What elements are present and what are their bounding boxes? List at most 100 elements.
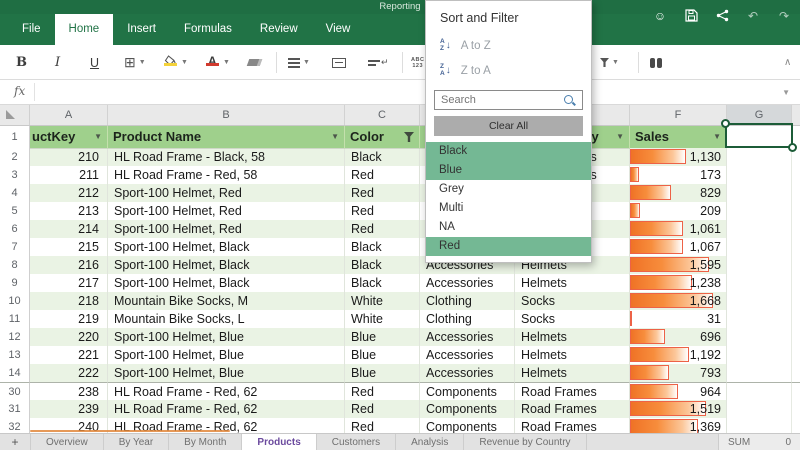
cell-empty[interactable]	[727, 256, 792, 275]
cell-empty[interactable]	[727, 400, 792, 419]
cell-product-name[interactable]: Sport-100 Helmet, Blue	[108, 346, 345, 365]
cell-category[interactable]: Accessories	[420, 328, 515, 347]
feedback-smiley-icon[interactable]: ☺	[653, 8, 667, 23]
cell-productkey[interactable]: 238	[30, 382, 108, 402]
cell-color[interactable]: White	[345, 310, 420, 329]
cell-product-name[interactable]: HL Road Frame - Red, 62	[108, 400, 345, 419]
sheet-tab[interactable]: Overview	[31, 434, 104, 450]
table-header-cell[interactable]: uctKey ▼	[30, 126, 108, 149]
row-number[interactable]: 14	[0, 364, 30, 383]
ribbon-tab[interactable]: View	[325, 23, 351, 35]
cell-sales[interactable]: 1,061	[630, 220, 727, 239]
cell-category[interactable]: Components	[420, 382, 515, 402]
cell-color[interactable]: Red	[345, 202, 420, 221]
row-number[interactable]: 8	[0, 256, 30, 275]
header-dropdown-icon[interactable]: ▼	[94, 132, 102, 141]
cell-empty[interactable]	[727, 202, 792, 221]
filter-value-item[interactable]: NA	[439, 221, 455, 233]
cell-sales[interactable]: 964	[630, 382, 727, 402]
header-dropdown-icon[interactable]: ▼	[616, 132, 624, 141]
save-icon[interactable]	[683, 8, 699, 24]
cell-sales[interactable]: 1,130	[630, 148, 727, 167]
bold-button[interactable]: B	[16, 55, 27, 70]
row-number[interactable]: 6	[0, 220, 30, 239]
sheet-tab[interactable]: Revenue by Country	[464, 434, 587, 450]
cell-subcategory[interactable]: Helmets	[515, 346, 630, 365]
sort-filter-button[interactable]: ▼	[600, 45, 619, 80]
merge-cells-button[interactable]	[332, 45, 346, 80]
cell-product-name[interactable]: Sport-100 Helmet, Red	[108, 202, 345, 221]
underline-button[interactable]: U	[90, 55, 100, 70]
cell-color[interactable]: White	[345, 292, 420, 311]
cell-color[interactable]: Blue	[345, 346, 420, 365]
cell-product-name[interactable]: HL Road Frame - Red, 58	[108, 166, 345, 185]
font-color-button[interactable]: A ▼	[206, 45, 230, 80]
cell-category[interactable]: Components	[420, 400, 515, 419]
sheet-tab[interactable]: Products	[242, 434, 317, 450]
cell-color[interactable]: Red	[345, 166, 420, 185]
share-icon[interactable]	[714, 8, 730, 24]
cell-product-name[interactable]: Mountain Bike Socks, L	[108, 310, 345, 329]
cell-productkey[interactable]: 214	[30, 220, 108, 239]
cell-empty[interactable]	[727, 166, 792, 185]
cell-color[interactable]: Blue	[345, 364, 420, 383]
cell-sales[interactable]: 1,238	[630, 274, 727, 293]
cell-subcategory[interactable]: Helmets	[515, 364, 630, 383]
row-number[interactable]: 9	[0, 274, 30, 293]
cell-product-name[interactable]: Sport-100 Helmet, Blue	[108, 328, 345, 347]
fill-color-button[interactable]: ▼	[164, 45, 188, 80]
find-button[interactable]	[650, 45, 662, 80]
filter-value-item[interactable]: Multi	[439, 202, 464, 214]
selected-cell-G1[interactable]	[721, 119, 797, 152]
cell-subcategory[interactable]: Road Frames	[515, 400, 630, 419]
search-input[interactable]	[435, 93, 563, 107]
column-letter[interactable]: F	[630, 105, 727, 125]
cell-productkey[interactable]: 217	[30, 274, 108, 293]
cell-productkey[interactable]: 215	[30, 238, 108, 257]
cell-product-name[interactable]: Mountain Bike Socks, M	[108, 292, 345, 311]
cell-sales[interactable]: 1,595	[630, 256, 727, 275]
number-format-button[interactable]: ABC 123	[411, 56, 425, 69]
cell-sales[interactable]: 793	[630, 364, 727, 383]
row-number[interactable]: 1	[0, 126, 30, 149]
cell-productkey[interactable]: 210	[30, 148, 108, 167]
add-sheet-button[interactable]: +	[0, 434, 31, 450]
column-letter[interactable]: G	[727, 105, 792, 125]
formula-bar-expand-icon[interactable]: ▼	[782, 88, 790, 97]
cell-productkey[interactable]: 216	[30, 256, 108, 275]
cell-empty[interactable]	[727, 220, 792, 239]
cell-productkey[interactable]: 212	[30, 184, 108, 203]
cell-subcategory[interactable]: Helmets	[515, 274, 630, 293]
column-letter[interactable]: A	[30, 105, 108, 125]
cell-product-name[interactable]: HL Road Frame - Red, 62	[108, 382, 345, 402]
header-filter-icon[interactable]	[404, 132, 414, 142]
cell-product-name[interactable]: Sport-100 Helmet, Red	[108, 184, 345, 203]
clear-all-button[interactable]: Clear All	[434, 116, 583, 136]
header-dropdown-icon[interactable]: ▼	[713, 132, 721, 141]
row-number[interactable]: 12	[0, 328, 30, 347]
cell-empty[interactable]	[727, 274, 792, 293]
row-number[interactable]: 4	[0, 184, 30, 203]
sheet-tab[interactable]: By Month	[169, 434, 243, 450]
table-header-cell[interactable]: Product Name ▼	[108, 126, 345, 149]
cell-empty[interactable]	[727, 346, 792, 365]
cell-category[interactable]: Accessories	[420, 274, 515, 293]
row-number[interactable]: 3	[0, 166, 30, 185]
column-letter[interactable]: C	[345, 105, 420, 125]
table-header-cell[interactable]: Color	[345, 126, 420, 149]
cell-product-name[interactable]: Sport-100 Helmet, Blue	[108, 364, 345, 383]
cell-sales[interactable]: 209	[630, 202, 727, 221]
cell-subcategory[interactable]: Helmets	[515, 328, 630, 347]
cell-empty[interactable]	[727, 238, 792, 257]
cell-category[interactable]: Clothing	[420, 310, 515, 329]
cell-subcategory[interactable]: Socks	[515, 292, 630, 311]
cell-color[interactable]: Black	[345, 148, 420, 167]
cell-subcategory[interactable]: Socks	[515, 310, 630, 329]
column-letter[interactable]: B	[108, 105, 345, 125]
cell-productkey[interactable]: 222	[30, 364, 108, 383]
cell-empty[interactable]	[727, 292, 792, 311]
borders-button[interactable]: ⊞ ▼	[124, 54, 146, 70]
cell-color[interactable]: Black	[345, 256, 420, 275]
